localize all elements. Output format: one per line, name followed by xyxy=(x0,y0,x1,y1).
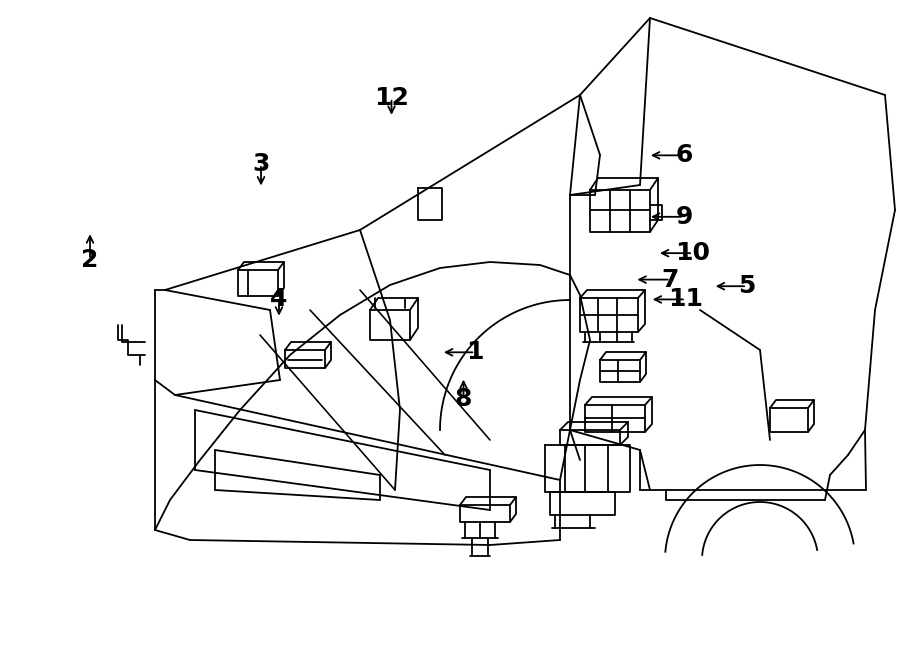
Text: 7: 7 xyxy=(662,268,680,292)
Text: 12: 12 xyxy=(374,86,409,110)
Text: 3: 3 xyxy=(252,152,270,176)
Text: 9: 9 xyxy=(675,205,693,229)
Text: 8: 8 xyxy=(454,387,472,410)
Text: 5: 5 xyxy=(738,274,756,298)
Text: 10: 10 xyxy=(676,241,710,265)
Text: 11: 11 xyxy=(669,288,703,311)
Text: 2: 2 xyxy=(81,248,99,272)
Text: 1: 1 xyxy=(466,340,484,364)
Text: 4: 4 xyxy=(270,288,288,311)
Text: 6: 6 xyxy=(675,143,693,167)
